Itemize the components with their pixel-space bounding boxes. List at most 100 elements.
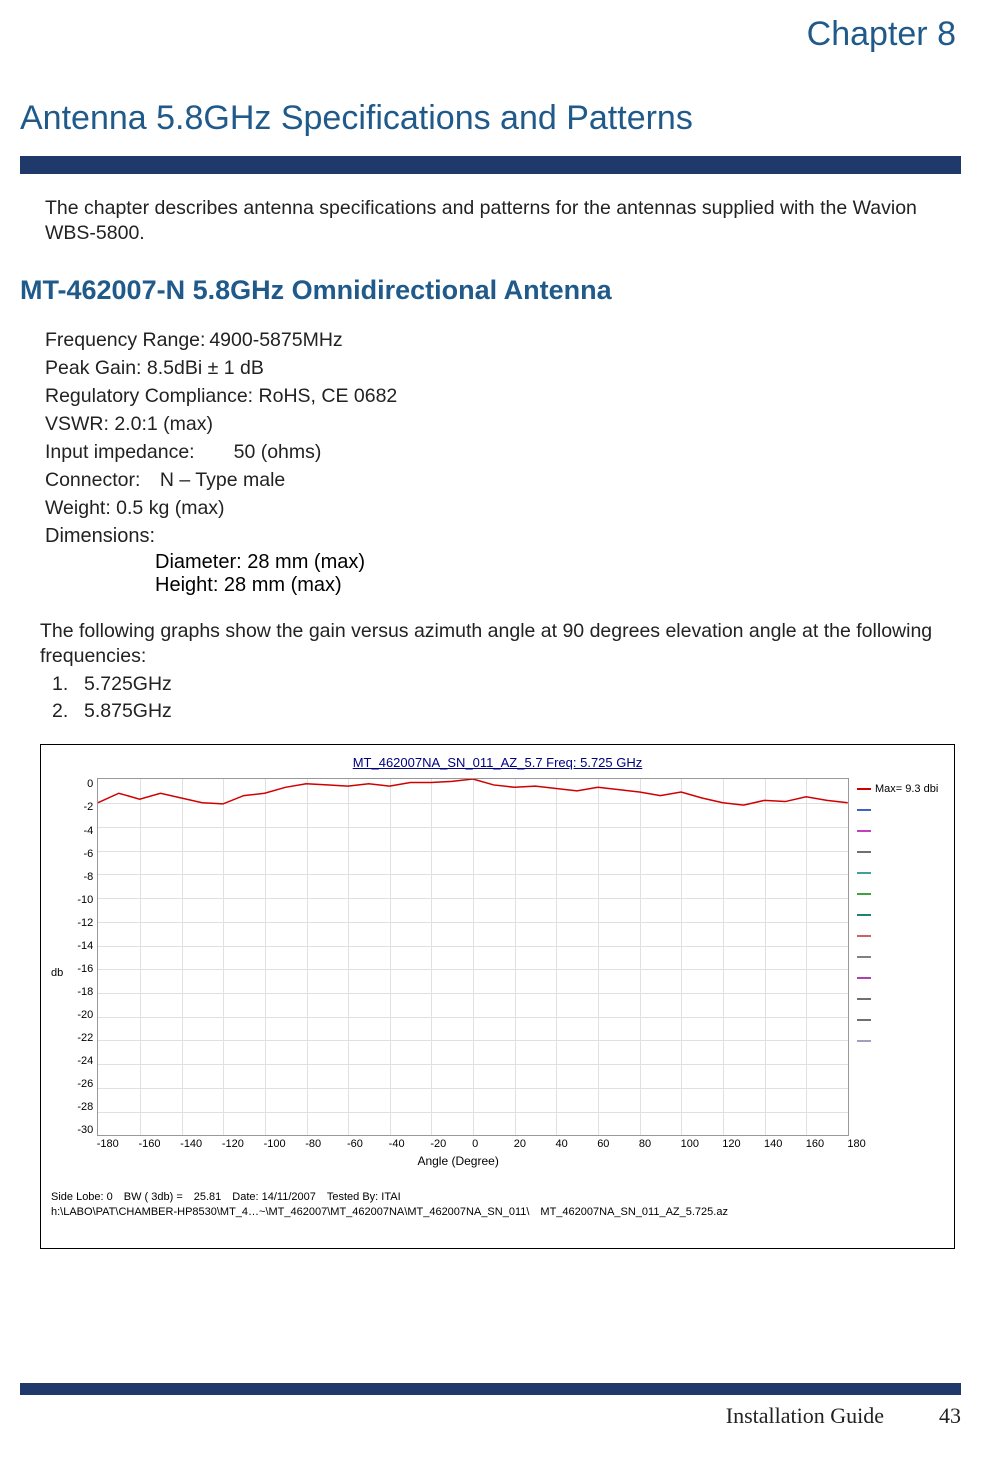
- footer-guide: Installation Guide: [726, 1403, 884, 1428]
- x-tick: 80: [639, 1138, 640, 1150]
- x-tick: -140: [180, 1138, 181, 1150]
- y-tick: -14: [67, 940, 93, 952]
- y-tick: -8: [67, 871, 93, 883]
- x-tick: 140: [764, 1138, 765, 1150]
- x-tick: -100: [264, 1138, 265, 1150]
- x-tick: -160: [138, 1138, 139, 1150]
- legend-dash-icon: [857, 851, 871, 853]
- legend-dash-icon: [857, 1019, 871, 1021]
- page-footer: Installation Guide 43: [20, 1383, 961, 1429]
- x-tick: 180: [847, 1138, 848, 1150]
- y-tick: -26: [67, 1078, 93, 1090]
- chart-footer-line2: h:\LABO\PAT\CHAMBER-HP8530\MT_4…~\MT_462…: [51, 1205, 944, 1219]
- legend-dash-icon: [857, 1040, 871, 1042]
- y-axis-label: db: [51, 967, 63, 979]
- spec-list: Frequency Range: 4900-5875MHz Peak Gain:…: [45, 326, 961, 597]
- legend-item: [857, 820, 944, 841]
- y-tick: -4: [67, 825, 93, 837]
- spec-regulatory: Regulatory Compliance: RoHS, CE 0682: [45, 382, 961, 410]
- x-tick: 20: [514, 1138, 515, 1150]
- footer-text: Installation Guide 43: [20, 1403, 961, 1429]
- list-number: 2.: [52, 699, 82, 724]
- list-item: 2. 5.875GHz: [52, 699, 172, 724]
- legend-item: [857, 904, 944, 925]
- legend-item: [857, 841, 944, 862]
- main-title: Antenna 5.8GHz Specifications and Patter…: [20, 99, 961, 138]
- y-tick: -6: [67, 848, 93, 860]
- y-tick: -22: [67, 1032, 93, 1044]
- footer-page-number: 43: [939, 1403, 961, 1428]
- legend-dash-icon: [857, 914, 871, 916]
- legend-dash-icon: [857, 893, 871, 895]
- section-heading: MT-462007-N 5.8GHz Omnidirectional Anten…: [20, 275, 961, 306]
- title-rule: [20, 156, 961, 174]
- spec-dimensions-label: Dimensions:: [45, 522, 961, 551]
- spec-vswr: VSWR: 2.0:1 (max): [45, 410, 961, 438]
- spec-diameter: Diameter: 28 mm (max): [155, 551, 961, 574]
- legend-item: [857, 862, 944, 883]
- legend-dash-icon: [857, 935, 871, 937]
- y-tick: -12: [67, 917, 93, 929]
- chart-title: MT_462007NA_SN_011_AZ_5.7 Freq: 5.725 GH…: [51, 755, 944, 770]
- list-number: 1.: [52, 672, 82, 697]
- list-value: 5.875GHz: [84, 699, 172, 724]
- chapter-label: Chapter 8: [20, 15, 956, 54]
- x-tick: -60: [347, 1138, 348, 1150]
- legend-dash-icon: [857, 788, 871, 790]
- plot-area: [97, 778, 849, 1136]
- x-tick: 160: [806, 1138, 807, 1150]
- chart-legend: Max= 9.3 dbi: [849, 778, 944, 1168]
- gain-chart: MT_462007NA_SN_011_AZ_5.7 Freq: 5.725 GH…: [40, 744, 955, 1249]
- spec-connector: Connector: N – Type male: [45, 466, 961, 494]
- footer-rule: [20, 1383, 961, 1395]
- spec-impedance: Input impedance: 50 (ohms): [45, 438, 961, 466]
- chart-footer-line1: Side Lobe: 0 BW ( 3db) = 25.81 Date: 14/…: [51, 1190, 944, 1204]
- legend-dash-icon: [857, 830, 871, 832]
- list-item: 1. 5.725GHz: [52, 672, 172, 697]
- list-value: 5.725GHz: [84, 672, 172, 697]
- chart-footer: Side Lobe: 0 BW ( 3db) = 25.81 Date: 14/…: [51, 1190, 944, 1219]
- y-ticks: 0 -2 -4 -6 -8 -10 -12 -14 -16 -18 -20 -22 -24 -26 -28 -…: [67, 778, 97, 1136]
- spec-weight: Weight: 0.5 kg (max): [45, 494, 961, 522]
- x-tick: 0: [472, 1138, 473, 1150]
- y-tick: 0: [67, 778, 93, 790]
- x-ticks: -180 -160 -140 -120 -100 -80 -60 -40 -20 0 20 40 60 8…: [67, 1138, 849, 1150]
- x-tick: 100: [681, 1138, 682, 1150]
- y-tick: -20: [67, 1009, 93, 1021]
- legend-dash-icon: [857, 977, 871, 979]
- frequency-list: 1. 5.725GHz 2. 5.875GHz: [50, 670, 174, 727]
- x-tick: 60: [597, 1138, 598, 1150]
- y-tick: -24: [67, 1055, 93, 1067]
- x-tick: 40: [555, 1138, 556, 1150]
- legend-item: [857, 1009, 944, 1030]
- y-tick: -10: [67, 894, 93, 906]
- y-tick: -2: [67, 801, 93, 813]
- legend-item: [857, 883, 944, 904]
- legend-item: [857, 967, 944, 988]
- legend-item: [857, 946, 944, 967]
- intro-paragraph: The chapter describes antenna specificat…: [45, 196, 961, 247]
- graph-intro: The following graphs show the gain versu…: [40, 619, 961, 670]
- y-tick: -30: [67, 1124, 93, 1136]
- x-axis-label: Angle (Degree): [67, 1154, 849, 1168]
- y-tick: -16: [67, 963, 93, 975]
- spec-gain: Peak Gain: 8.5dBi ± 1 dB: [45, 354, 961, 382]
- x-tick: -80: [305, 1138, 306, 1150]
- x-tick: 120: [722, 1138, 723, 1150]
- legend-item: [857, 799, 944, 820]
- legend-dash-icon: [857, 998, 871, 1000]
- trace-line: [98, 779, 848, 1135]
- spec-frequency: Frequency Range: 4900-5875MHz: [45, 326, 961, 354]
- legend-label: Max= 9.3 dbi: [875, 783, 938, 795]
- x-tick: -180: [97, 1138, 98, 1150]
- legend-item: [857, 988, 944, 1009]
- x-tick: -120: [222, 1138, 223, 1150]
- legend-dash-icon: [857, 872, 871, 874]
- legend-item: [857, 925, 944, 946]
- legend-dash-icon: [857, 956, 871, 958]
- y-tick: -18: [67, 986, 93, 998]
- x-tick: -20: [430, 1138, 431, 1150]
- x-tick: -40: [389, 1138, 390, 1150]
- legend-item: Max= 9.3 dbi: [857, 778, 944, 799]
- y-tick: -28: [67, 1101, 93, 1113]
